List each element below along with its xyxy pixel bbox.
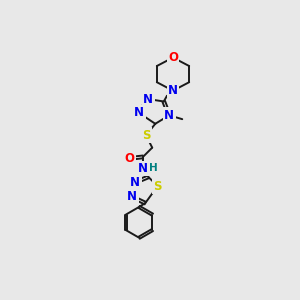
Text: N: N — [143, 93, 153, 106]
Text: S: S — [142, 129, 150, 142]
Text: N: N — [127, 190, 137, 203]
Text: O: O — [168, 51, 178, 64]
Text: H: H — [149, 164, 158, 173]
Text: O: O — [124, 152, 134, 165]
Text: S: S — [153, 180, 162, 193]
Text: N: N — [130, 176, 140, 189]
Text: N: N — [138, 162, 148, 175]
Text: N: N — [168, 84, 178, 97]
Text: N: N — [134, 106, 144, 119]
Text: N: N — [164, 109, 174, 122]
